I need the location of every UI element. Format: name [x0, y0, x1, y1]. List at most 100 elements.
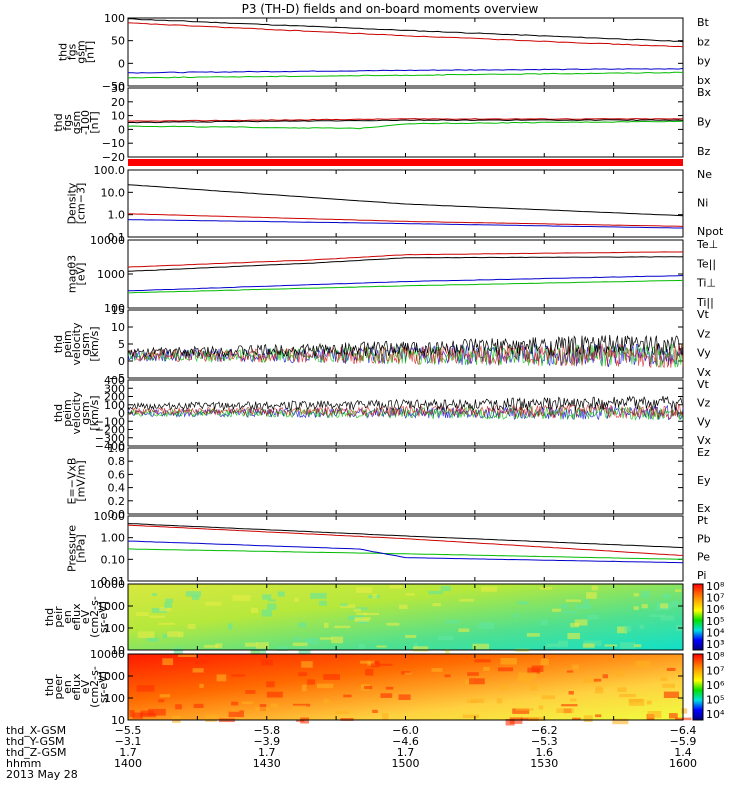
- y-tick-label: −100: [95, 415, 125, 428]
- panel-temperature: 10000 1000 100 magθ3[eV] Te⊥ Te|| Ti⊥ Ti||: [66, 234, 719, 315]
- spectrogram-cell: [364, 686, 373, 690]
- spectrogram-cell: [398, 604, 408, 609]
- y-axis-label-line: peim: [61, 399, 74, 427]
- y-tick-label: 100: [104, 399, 125, 412]
- y-tick-label: 30: [111, 82, 125, 95]
- spectrogram-cell: [319, 637, 333, 640]
- spectrogram-cell: [382, 713, 389, 720]
- spectrogram-cell: [671, 600, 679, 608]
- spectrogram-cell: [340, 718, 354, 721]
- spectrogram-cell: [298, 647, 311, 655]
- y-axis-label-line: -100: [79, 110, 92, 135]
- spectrogram-cell: [193, 703, 204, 708]
- spectrogram-cell: [470, 698, 484, 703]
- spectrogram-cell: [231, 701, 239, 706]
- spectrogram-cell: [242, 701, 253, 704]
- y-tick-label: −10: [102, 137, 125, 150]
- y-axis-label-line: [nPa]: [75, 534, 88, 562]
- y-axis-label-line: peim: [61, 330, 74, 358]
- spectrogram-cell: [565, 599, 581, 602]
- y-axis-label-line: en: [61, 680, 74, 694]
- footer-value: −5.8: [253, 724, 280, 737]
- spectrogram-cell: [467, 672, 479, 676]
- colorbar-label: 10³: [706, 638, 724, 651]
- spectrogram-cell: [617, 626, 628, 634]
- spectrogram-cell: [474, 659, 491, 663]
- spectrogram-cell: [380, 693, 393, 698]
- spectrogram-cell: [582, 643, 595, 648]
- spectrogram-cell: [228, 623, 233, 630]
- spectrogram-cell: [405, 593, 415, 596]
- legend-entry: Vy: [697, 347, 711, 360]
- spectrogram-cell: [334, 625, 351, 629]
- colorbar-label: 10⁴: [706, 626, 725, 639]
- spectrogram-cell: [162, 658, 174, 666]
- spectrogram-cell: [557, 640, 568, 648]
- spectrogram-cell: [540, 658, 549, 666]
- spectrogram-cell: [584, 599, 589, 606]
- series-Ti-line: [128, 275, 684, 292]
- y-tick-label: 1000: [97, 600, 125, 613]
- panel-frame: [127, 17, 684, 87]
- spectrogram-cell: [530, 683, 538, 691]
- spectrogram-cell: [250, 648, 267, 654]
- y-tick-label: 0.1: [108, 231, 126, 244]
- series-Ti-line: [127, 279, 684, 294]
- y-tick-label: −200: [95, 424, 125, 437]
- legend-entry: Ni: [697, 197, 708, 210]
- spectrogram-cell: [641, 591, 650, 599]
- spectrogram-cell: [358, 644, 366, 649]
- spectrogram-cell: [413, 646, 429, 652]
- y-tick-label: 0.4: [108, 482, 126, 495]
- y-tick-label: 10000: [90, 234, 125, 247]
- spectrogram-cell: [478, 622, 494, 629]
- spectrogram-fill: [128, 654, 683, 720]
- series-Bt-line: [128, 18, 684, 43]
- spectrogram-cell: [360, 660, 375, 664]
- y-axis-label-line: thd: [52, 404, 65, 422]
- spectrogram-cell: [175, 704, 182, 710]
- series-Bx-line: [127, 118, 684, 122]
- y-tick-label: 15: [111, 304, 125, 317]
- series-Pi-line: [128, 540, 684, 564]
- y-tick-label: 0.6: [108, 468, 126, 481]
- y-tick-label: 200: [104, 391, 125, 404]
- spectrogram-cell: [655, 608, 669, 611]
- spectrogram-cell: [538, 705, 544, 710]
- spectrogram-cell: [509, 717, 523, 724]
- spectrogram-cell: [228, 709, 240, 713]
- colorbar: [692, 653, 704, 721]
- legend-entry: Vx: [697, 366, 712, 379]
- spectrogram-cell: [232, 595, 251, 601]
- spectrogram-cell: [340, 603, 348, 607]
- footer-value: 1.7: [397, 746, 415, 759]
- spectrogram-cell: [365, 669, 374, 676]
- spectrogram-cell: [377, 663, 393, 666]
- legend-entry: Te⊥: [696, 238, 718, 251]
- spectrogram-cell: [255, 707, 269, 711]
- spectrogram-cell: [353, 608, 361, 612]
- footer-value: 1.7: [258, 746, 276, 759]
- spectrogram-cell: [660, 603, 669, 609]
- y-tick-label: 100: [104, 12, 125, 25]
- spectrogram-cell: [587, 614, 599, 620]
- spectrogram-cell: [296, 719, 305, 722]
- spectrogram-cell: [583, 678, 597, 683]
- spectrogram-cell: [261, 659, 273, 666]
- spectrogram-cell: [633, 593, 639, 597]
- footer-value: 1600: [669, 757, 697, 770]
- spectrogram-cell: [595, 688, 604, 694]
- spectrogram-cell: [628, 699, 645, 706]
- spectrogram-cell: [271, 703, 278, 708]
- y-axis-label-line: fgs: [66, 43, 79, 60]
- y-tick-label: −50: [102, 80, 125, 93]
- panel-peir-spectrogram: 10⁸10⁷10⁶10⁵10⁴10³10000100010010thdpeire…: [43, 578, 725, 657]
- spectrogram-cell: [302, 684, 307, 692]
- y-axis-label-line: eV: [79, 609, 92, 624]
- y-tick-label: 10.0: [101, 186, 126, 199]
- spectrogram-cell: [515, 708, 534, 711]
- spectrogram-cell: [575, 604, 592, 609]
- spectrogram-cell: [203, 644, 219, 648]
